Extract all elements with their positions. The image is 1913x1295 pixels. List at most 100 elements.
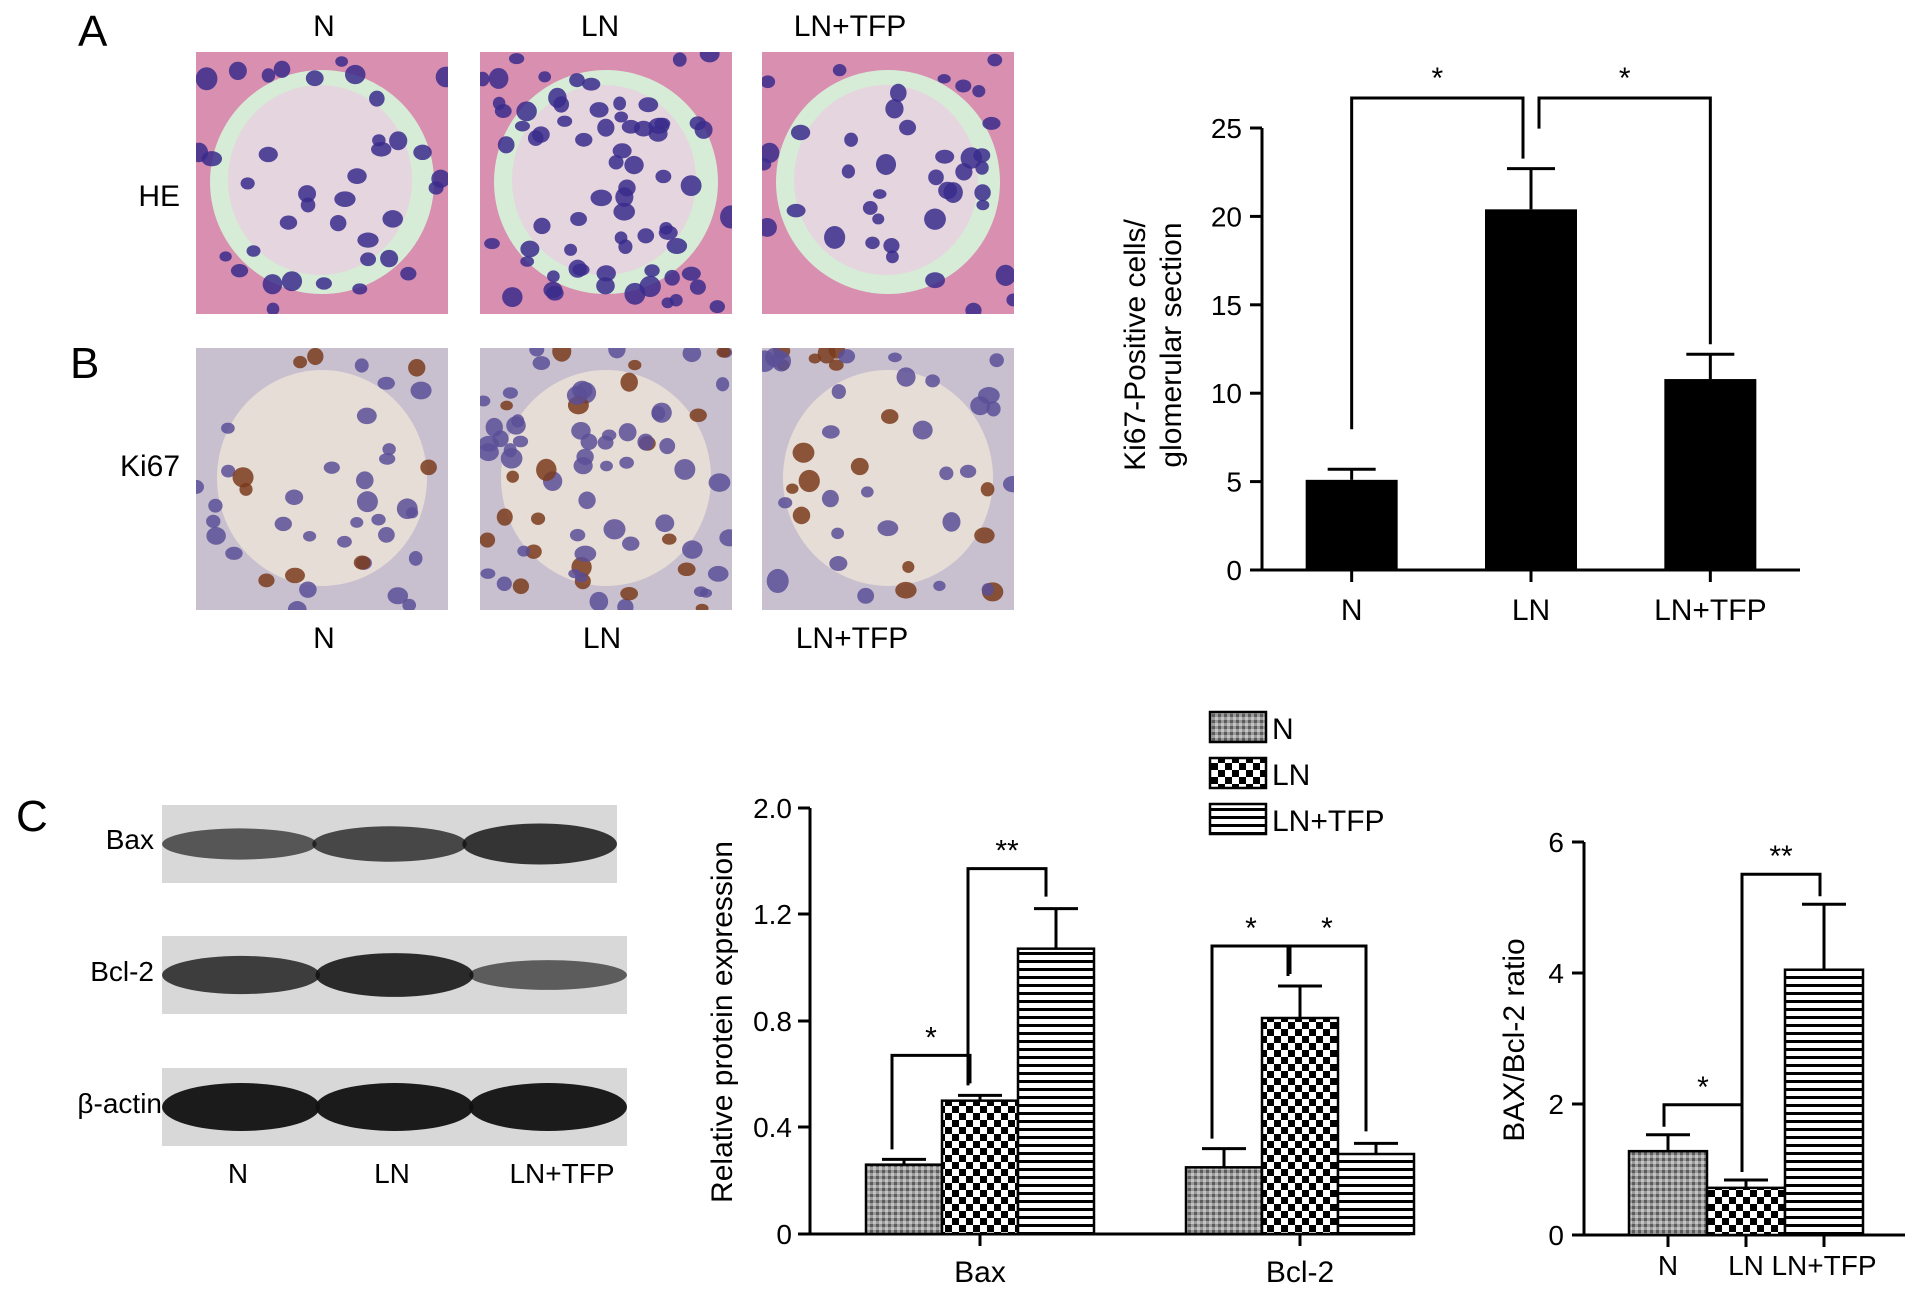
nucleus bbox=[315, 277, 332, 290]
ki67-micrograph-ln-tfp bbox=[762, 348, 1014, 610]
x-tick-label: Bcl-2 bbox=[1266, 1256, 1334, 1289]
nucleus bbox=[680, 175, 702, 196]
y-tick-label: 5 bbox=[1226, 467, 1242, 498]
nucleus bbox=[828, 359, 844, 371]
nucleus bbox=[613, 202, 635, 221]
nucleus bbox=[274, 516, 292, 532]
glomerulus bbox=[501, 370, 711, 586]
nucleus bbox=[512, 435, 529, 448]
nucleus bbox=[762, 158, 772, 171]
blot-lane-label-n: N bbox=[227, 1158, 249, 1189]
y-tick-label: 20 bbox=[1211, 201, 1242, 232]
blot-band bbox=[162, 1083, 321, 1131]
significance-label: * bbox=[925, 1021, 937, 1054]
nucleus bbox=[829, 556, 848, 572]
nucleus bbox=[872, 213, 885, 225]
panel-a-column-label-n: N bbox=[313, 10, 335, 43]
blot-label-beta-actin: β-actin bbox=[77, 1088, 162, 1119]
nucleus bbox=[719, 529, 732, 547]
nucleus bbox=[689, 408, 707, 423]
panel-b-column-label-ln: LN bbox=[582, 622, 622, 655]
nucleus bbox=[266, 302, 280, 314]
y-tick-label: 10 bbox=[1211, 378, 1242, 409]
nucleus bbox=[480, 568, 496, 579]
nucleus bbox=[408, 358, 426, 377]
nucleus bbox=[786, 203, 806, 218]
nucleus bbox=[435, 66, 448, 88]
nucleus bbox=[372, 134, 386, 147]
nucleus bbox=[536, 458, 557, 481]
legend-label: LN+TFP bbox=[1272, 805, 1385, 838]
nucleus bbox=[382, 443, 396, 456]
nucleus bbox=[862, 201, 878, 215]
nucleus bbox=[798, 469, 820, 493]
nucleus bbox=[379, 453, 396, 465]
blot-band bbox=[468, 1083, 627, 1131]
nucleus bbox=[937, 74, 951, 84]
nucleus bbox=[1006, 293, 1014, 307]
y-tick-label: 2.0 bbox=[753, 793, 792, 824]
y-axis-label: Ki67-Positive cells/glomerular section bbox=[1119, 218, 1188, 470]
nucleus bbox=[589, 591, 609, 610]
nucleus bbox=[354, 358, 369, 373]
nucleus bbox=[334, 191, 356, 207]
y-tick-label: 4 bbox=[1548, 958, 1564, 989]
nucleus bbox=[612, 143, 632, 159]
nucleus bbox=[520, 256, 535, 267]
bar bbox=[1627, 1149, 1709, 1237]
x-tick-label: LN+TFP bbox=[1654, 594, 1767, 627]
nucleus bbox=[987, 53, 1003, 67]
nucleus bbox=[347, 168, 367, 185]
nucleus bbox=[497, 136, 515, 154]
nucleus bbox=[574, 572, 588, 583]
nucleus bbox=[582, 77, 601, 91]
nucleus bbox=[821, 425, 840, 439]
blot-lane-label-ln: LN bbox=[374, 1158, 410, 1189]
glomerulus bbox=[217, 370, 427, 586]
nucleus bbox=[262, 274, 283, 295]
significance-bracket bbox=[1740, 872, 1822, 1172]
bar bbox=[1305, 479, 1398, 570]
nucleus bbox=[925, 374, 940, 388]
x-tick-label: LN bbox=[1512, 594, 1550, 627]
nucleus bbox=[525, 544, 542, 559]
nucleus bbox=[355, 471, 374, 490]
nucleus bbox=[285, 567, 305, 584]
nucleus bbox=[633, 120, 654, 137]
nucleus bbox=[389, 131, 408, 151]
nucleus bbox=[531, 512, 546, 526]
blot-bcl2 bbox=[162, 936, 627, 1014]
nucleus bbox=[693, 586, 708, 598]
nucleus bbox=[677, 562, 696, 577]
panel-a-column-label-ln-tfp: LN+TFP bbox=[793, 10, 907, 43]
nucleus bbox=[619, 456, 634, 469]
nucleus bbox=[648, 125, 668, 142]
bar bbox=[1664, 379, 1757, 570]
blot-label-bax: Bax bbox=[105, 824, 154, 855]
nucleus bbox=[232, 467, 254, 488]
nucleus bbox=[618, 239, 633, 254]
nucleus bbox=[792, 442, 815, 463]
nucleus bbox=[492, 96, 506, 110]
nucleus bbox=[533, 217, 551, 235]
nucleus bbox=[603, 519, 626, 540]
panel-b-row-label: Ki67 bbox=[119, 450, 180, 483]
nucleus bbox=[624, 282, 646, 305]
blot-band bbox=[315, 1083, 474, 1131]
nucleus bbox=[886, 250, 899, 264]
significance-bracket bbox=[890, 1053, 972, 1150]
nucleus bbox=[925, 272, 946, 289]
nucleus bbox=[597, 118, 615, 137]
bar bbox=[1783, 968, 1865, 1237]
nucleus bbox=[575, 132, 593, 147]
nucleus bbox=[935, 149, 955, 164]
nucleus bbox=[975, 160, 989, 175]
nucleus bbox=[573, 457, 593, 475]
nucleus bbox=[298, 185, 317, 203]
ki67-micrograph-n bbox=[196, 348, 448, 610]
nucleus bbox=[380, 249, 399, 268]
nucleus bbox=[281, 271, 303, 292]
nucleus bbox=[261, 68, 276, 83]
nucleus bbox=[981, 583, 994, 596]
